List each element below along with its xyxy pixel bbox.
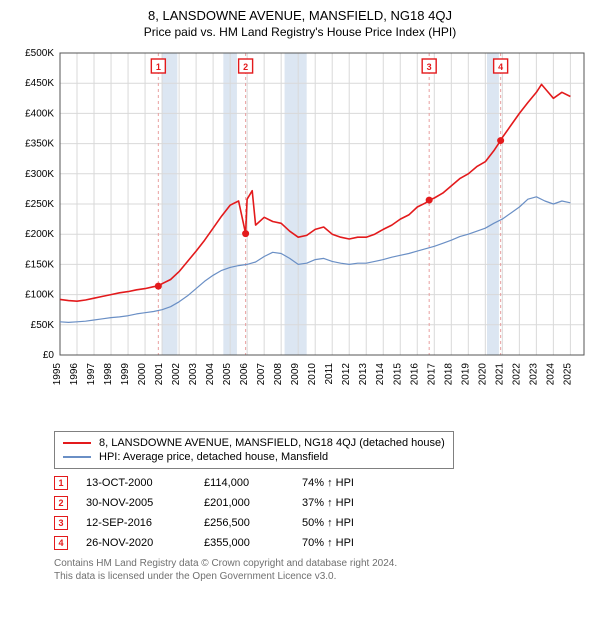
transaction-pct: 37% ↑ HPI	[302, 497, 382, 509]
svg-text:2013: 2013	[358, 363, 369, 386]
svg-text:£400K: £400K	[25, 108, 54, 119]
transaction-price: £256,500	[204, 517, 284, 529]
svg-text:1999: 1999	[120, 363, 131, 386]
transaction-marker: 2	[54, 496, 68, 510]
svg-text:1: 1	[156, 62, 161, 72]
svg-text:£350K: £350K	[25, 139, 54, 150]
svg-text:2022: 2022	[511, 363, 522, 386]
svg-text:2010: 2010	[307, 363, 318, 386]
svg-text:2023: 2023	[528, 363, 539, 386]
svg-text:2012: 2012	[341, 363, 352, 386]
transaction-row: 3 12-SEP-2016 £256,500 50% ↑ HPI	[54, 513, 572, 533]
svg-text:2021: 2021	[494, 363, 505, 386]
transaction-marker: 3	[54, 516, 68, 530]
transaction-date: 13-OCT-2000	[86, 477, 186, 489]
svg-text:2015: 2015	[392, 363, 403, 386]
svg-text:2019: 2019	[460, 363, 471, 386]
svg-text:£500K: £500K	[25, 48, 54, 59]
svg-text:£100K: £100K	[25, 290, 54, 301]
footnote-line-1: Contains HM Land Registry data © Crown c…	[54, 557, 572, 570]
transaction-date: 26-NOV-2020	[86, 537, 186, 549]
svg-text:2007: 2007	[256, 363, 267, 386]
svg-text:2017: 2017	[426, 363, 437, 386]
svg-text:2011: 2011	[324, 363, 335, 385]
svg-text:2005: 2005	[222, 363, 233, 386]
chart-plot-area: £0 £50K £100K £150K £200K £250K £300K £350K £400…	[8, 45, 592, 425]
transaction-price: £355,000	[204, 537, 284, 549]
chart-container: 8, LANSDOWNE AVENUE, MANSFIELD, NG18 4QJ…	[0, 0, 600, 591]
svg-text:2003: 2003	[188, 363, 199, 386]
svg-text:1996: 1996	[69, 363, 80, 386]
svg-text:2008: 2008	[273, 363, 284, 386]
footnote-line-2: This data is licensed under the Open Gov…	[54, 570, 572, 583]
svg-text:2004: 2004	[205, 363, 216, 386]
svg-text:2001: 2001	[154, 363, 165, 386]
svg-text:2: 2	[243, 62, 248, 72]
transaction-date: 12-SEP-2016	[86, 517, 186, 529]
legend-row: 8, LANSDOWNE AVENUE, MANSFIELD, NG18 4QJ…	[63, 436, 445, 450]
svg-text:2000: 2000	[137, 363, 148, 386]
svg-text:3: 3	[427, 62, 432, 72]
transactions-table: 1 13-OCT-2000 £114,000 74% ↑ HPI 2 30-NOV-200…	[54, 473, 572, 553]
transaction-date: 30-NOV-2005	[86, 497, 186, 509]
transaction-pct: 70% ↑ HPI	[302, 537, 382, 549]
transaction-row: 4 26-NOV-2020 £355,000 70% ↑ HPI	[54, 533, 572, 553]
svg-text:£300K: £300K	[25, 169, 54, 180]
transaction-price: £114,000	[204, 477, 284, 489]
legend-swatch	[63, 456, 91, 457]
svg-text:2018: 2018	[443, 363, 454, 386]
chart-title-address: 8, LANSDOWNE AVENUE, MANSFIELD, NG18 4QJ	[8, 8, 592, 23]
svg-text:2024: 2024	[545, 363, 556, 386]
svg-text:4: 4	[498, 62, 503, 72]
svg-text:£0: £0	[43, 350, 55, 361]
svg-text:2006: 2006	[239, 363, 250, 386]
svg-text:2020: 2020	[477, 363, 488, 386]
svg-text:2009: 2009	[290, 363, 301, 386]
chart-title-subtitle: Price paid vs. HM Land Registry's House …	[8, 25, 592, 39]
svg-text:1997: 1997	[86, 363, 97, 386]
svg-text:1995: 1995	[52, 363, 63, 386]
legend-label: HPI: Average price, detached house, Mans…	[99, 451, 328, 463]
svg-text:1998: 1998	[103, 363, 114, 386]
transaction-price: £201,000	[204, 497, 284, 509]
footnote: Contains HM Land Registry data © Crown c…	[54, 557, 572, 583]
svg-text:2016: 2016	[409, 363, 420, 386]
chart-svg: £0 £50K £100K £150K £200K £250K £300K £350K £400…	[8, 45, 592, 425]
transaction-row: 2 30-NOV-2005 £201,000 37% ↑ HPI	[54, 493, 572, 513]
transaction-marker: 1	[54, 476, 68, 490]
svg-text:£450K: £450K	[25, 78, 54, 89]
svg-text:2014: 2014	[375, 363, 386, 386]
svg-text:£50K: £50K	[31, 320, 55, 331]
transaction-row: 1 13-OCT-2000 £114,000 74% ↑ HPI	[54, 473, 572, 493]
svg-text:2002: 2002	[171, 363, 182, 386]
svg-text:£200K: £200K	[25, 229, 54, 240]
legend: 8, LANSDOWNE AVENUE, MANSFIELD, NG18 4QJ…	[54, 431, 454, 469]
legend-swatch	[63, 442, 91, 444]
transaction-pct: 50% ↑ HPI	[302, 517, 382, 529]
transaction-marker: 4	[54, 536, 68, 550]
transaction-pct: 74% ↑ HPI	[302, 477, 382, 489]
svg-text:£250K: £250K	[25, 199, 54, 210]
svg-text:£150K: £150K	[25, 259, 54, 270]
legend-label: 8, LANSDOWNE AVENUE, MANSFIELD, NG18 4QJ…	[99, 437, 445, 449]
svg-text:2025: 2025	[562, 363, 573, 386]
legend-row: HPI: Average price, detached house, Mans…	[63, 450, 445, 464]
